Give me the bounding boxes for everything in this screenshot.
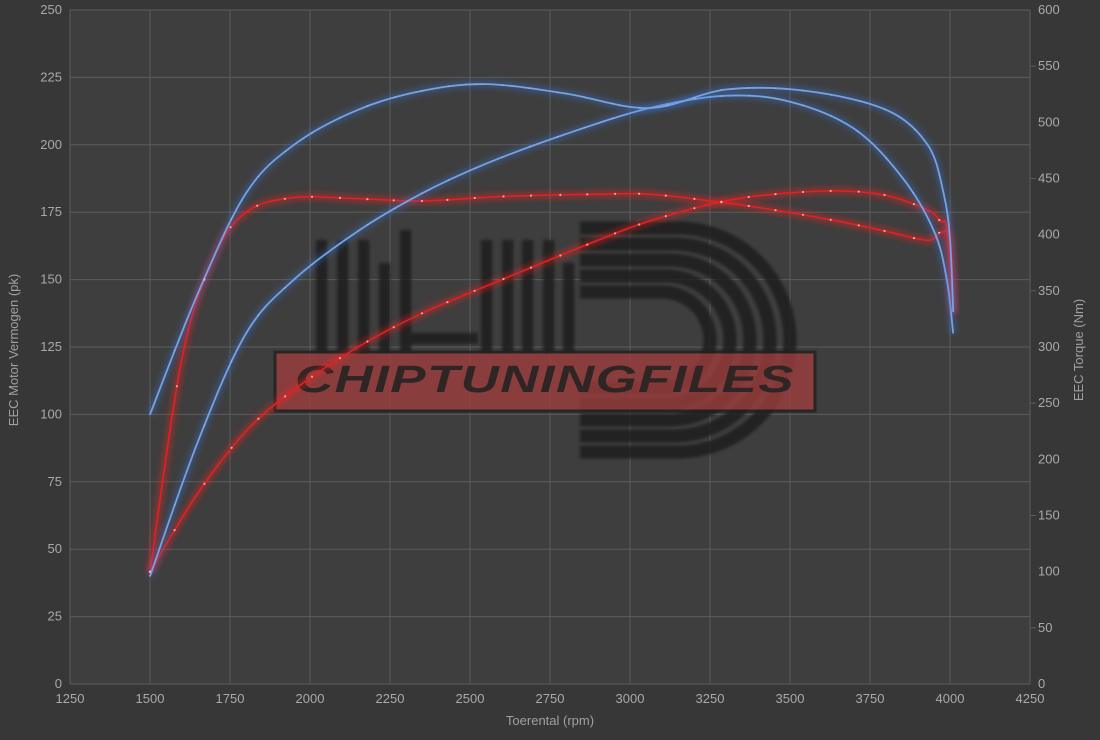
svg-text:450: 450 [1038,171,1060,186]
svg-text:250: 250 [40,2,62,17]
svg-text:EEC Torque (Nm): EEC Torque (Nm) [1071,299,1086,401]
svg-text:200: 200 [1038,451,1060,466]
svg-text:3250: 3250 [696,691,725,706]
svg-text:250: 250 [1038,395,1060,410]
svg-text:4250: 4250 [1016,691,1045,706]
svg-text:0: 0 [1038,676,1045,691]
svg-text:150: 150 [40,272,62,287]
svg-text:550: 550 [1038,58,1060,73]
svg-text:2000: 2000 [296,691,325,706]
svg-text:175: 175 [40,204,62,219]
svg-text:500: 500 [1038,114,1060,129]
svg-text:3500: 3500 [776,691,805,706]
svg-text:2250: 2250 [376,691,405,706]
svg-text:400: 400 [1038,227,1060,242]
svg-text:125: 125 [40,339,62,354]
svg-text:0: 0 [55,676,62,691]
svg-text:100: 100 [40,406,62,421]
svg-text:25: 25 [48,609,62,624]
svg-text:1750: 1750 [216,691,245,706]
svg-text:100: 100 [1038,564,1060,579]
svg-text:50: 50 [48,541,62,556]
svg-text:1250: 1250 [56,691,85,706]
svg-text:CHIPTUNINGFILES: CHIPTUNINGFILES [295,359,795,401]
svg-text:4000: 4000 [936,691,965,706]
svg-text:300: 300 [1038,339,1060,354]
svg-text:EEC Motor Vermogen (pk): EEC Motor Vermogen (pk) [6,274,21,426]
svg-text:200: 200 [40,137,62,152]
svg-text:3000: 3000 [616,691,645,706]
svg-text:225: 225 [40,69,62,84]
svg-text:1500: 1500 [136,691,165,706]
svg-text:50: 50 [1038,620,1052,635]
svg-text:600: 600 [1038,2,1060,17]
svg-text:3750: 3750 [856,691,885,706]
svg-text:150: 150 [1038,508,1060,523]
svg-text:Toerental (rpm): Toerental (rpm) [506,713,594,728]
svg-text:2750: 2750 [536,691,565,706]
svg-text:2500: 2500 [456,691,485,706]
svg-text:350: 350 [1038,283,1060,298]
svg-text:75: 75 [48,474,62,489]
